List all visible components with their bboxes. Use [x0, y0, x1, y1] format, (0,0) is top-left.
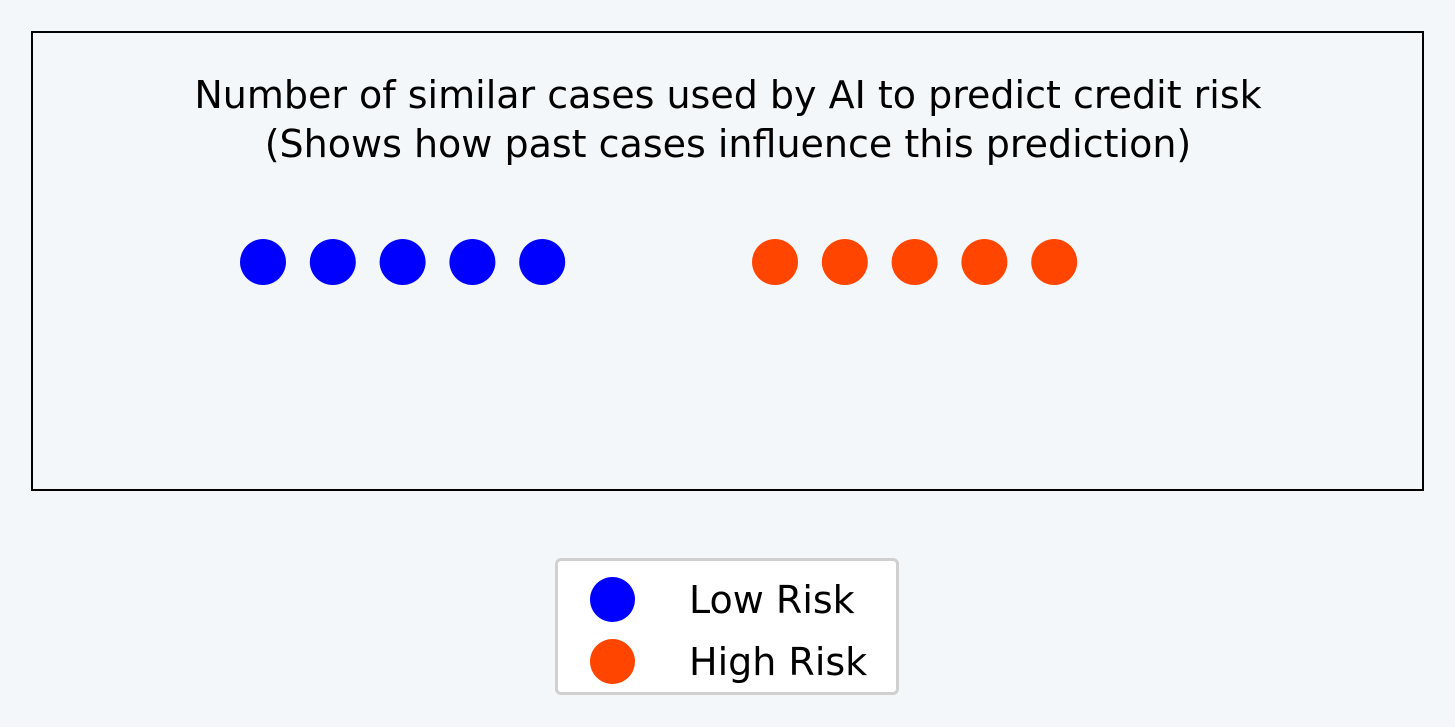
data-point-high-risk-4 [961, 239, 1008, 285]
data-point-high-risk-2 [821, 239, 868, 285]
data-point-high-risk-3 [891, 239, 938, 285]
legend-marker-low-risk [590, 577, 635, 622]
data-point-low-risk-4 [449, 239, 496, 285]
legend-item-low-risk: Low Risk [558, 575, 896, 625]
data-point-low-risk-2 [309, 239, 356, 285]
data-point-high-risk-5 [1031, 239, 1078, 285]
legend-label-high-risk: High Risk [689, 640, 868, 684]
legend: Low Risk High Risk [555, 558, 899, 695]
legend-item-high-risk: High Risk [558, 637, 896, 687]
legend-marker-high-risk [590, 639, 635, 684]
chart-plot-area [31, 31, 1424, 491]
data-point-high-risk-1 [752, 239, 798, 285]
data-point-low-risk-1 [240, 239, 286, 285]
data-point-low-risk-5 [519, 239, 566, 285]
chart-title-line-2: (Shows how past cases influence this pre… [265, 122, 1192, 166]
data-point-low-risk-3 [379, 239, 426, 285]
points-layer [240, 239, 1078, 285]
chart-title-line-1: Number of similar cases used by AI to pr… [194, 73, 1261, 117]
legend-label-low-risk: Low Risk [689, 578, 855, 622]
